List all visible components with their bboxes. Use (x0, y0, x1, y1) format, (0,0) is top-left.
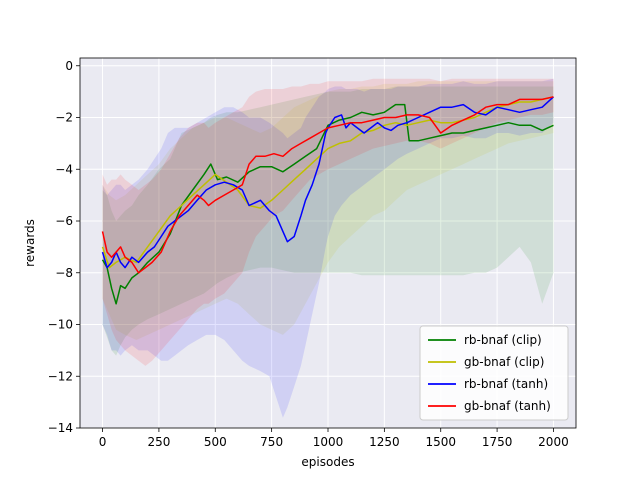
axis-ticks: 0 250 500 750 1000 1250 1500 1750 2000 0 −2 −4 −6 −8 −… (48, 59, 569, 449)
gb-bnaf-clip-band (102, 81, 554, 341)
confidence-bands (102, 78, 554, 418)
y-tick-label: −10 (48, 318, 73, 332)
y-tick-label: −6 (55, 214, 73, 228)
gb-bnaf-clip-line (101, 96, 554, 269)
x-tick-label: 2000 (538, 435, 569, 449)
gb-bnaf-tanh-line (101, 96, 554, 274)
y-tick-label: 0 (65, 59, 73, 73)
x-tick-label: 0 (99, 435, 107, 449)
legend-label-gb-bnaf-tanh: gb-bnaf (tanh) (464, 399, 551, 413)
x-tick-label: 1000 (313, 435, 344, 449)
legend: rb-bnaf (clip) gb-bnaf (clip) rb-bnaf (tan… (419, 325, 569, 421)
rb-bnaf-clip-line (101, 103, 554, 305)
legend-label-rb-bnaf-tanh: rb-bnaf (tanh) (464, 377, 548, 391)
gb-bnaf-tanh-band (102, 78, 554, 366)
legend-label-rb-bnaf-clip: rb-bnaf (clip) (464, 333, 542, 347)
rb-bnaf-tanh-band (102, 78, 554, 418)
x-tick-label: 250 (147, 435, 170, 449)
x-axis-label: episodes (301, 455, 354, 469)
y-tick-label: −12 (48, 369, 73, 383)
rb-bnaf-clip-band (102, 86, 554, 356)
series-lines (101, 96, 555, 305)
rb-bnaf-tanh-line (101, 96, 555, 269)
y-tick-label: −14 (48, 421, 73, 435)
x-tick-label: 500 (204, 435, 227, 449)
grid-lines (80, 58, 576, 429)
legend-box (419, 325, 569, 421)
x-tick-label: 1500 (425, 435, 456, 449)
y-tick-label: −8 (55, 266, 73, 280)
y-tick-label: −4 (55, 162, 73, 176)
y-tick-label: −2 (55, 111, 73, 125)
y-axis-label: rewards (23, 219, 37, 267)
legend-label-gb-bnaf-clip: gb-bnaf (clip) (464, 355, 544, 369)
x-tick-label: 750 (260, 435, 283, 449)
x-tick-label: 1250 (369, 435, 400, 449)
x-tick-label: 1750 (482, 435, 513, 449)
